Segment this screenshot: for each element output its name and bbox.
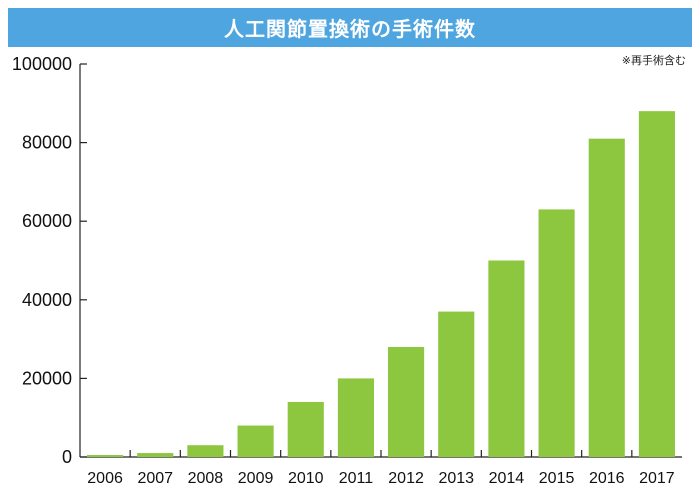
y-tick-label: 0 bbox=[62, 447, 72, 467]
x-tick-label: 2017 bbox=[639, 470, 675, 487]
x-tick-label: 2006 bbox=[87, 470, 123, 487]
x-tick-label: 2010 bbox=[288, 470, 324, 487]
bar-2009 bbox=[237, 425, 274, 457]
bar-2017 bbox=[638, 111, 675, 457]
x-tick-label: 2014 bbox=[489, 470, 525, 487]
bar-2016 bbox=[588, 138, 625, 458]
x-tick-label: 2008 bbox=[188, 470, 224, 487]
bar-2011 bbox=[337, 378, 374, 457]
bar-2006 bbox=[87, 455, 124, 457]
x-tick-label: 2015 bbox=[539, 470, 575, 487]
x-tick-label: 2016 bbox=[589, 470, 625, 487]
chart-title: 人工関節置換術の手術件数 bbox=[224, 17, 476, 41]
bar-2012 bbox=[388, 346, 425, 457]
bar-2007 bbox=[137, 453, 174, 457]
y-tick-label: 100000 bbox=[12, 54, 72, 74]
x-tick-label: 2012 bbox=[388, 470, 424, 487]
y-tick-label: 20000 bbox=[22, 368, 72, 388]
x-tick-label: 2009 bbox=[238, 470, 274, 487]
y-tick-label: 60000 bbox=[22, 211, 72, 231]
bar-2014 bbox=[488, 260, 525, 457]
x-tick-label: 2013 bbox=[438, 470, 474, 487]
y-tick-label: 40000 bbox=[22, 290, 72, 310]
bar-2008 bbox=[187, 445, 224, 457]
x-tick-label: 2007 bbox=[137, 470, 173, 487]
chart-title-bar: 人工関節置換術の手術件数 bbox=[8, 8, 692, 47]
bar-2013 bbox=[438, 311, 475, 457]
x-tick-label: 2011 bbox=[339, 470, 374, 487]
bar-2010 bbox=[287, 401, 324, 457]
chart-note: ※再手術含む bbox=[621, 54, 686, 67]
y-tick-label: 80000 bbox=[22, 133, 72, 153]
bar-2015 bbox=[538, 209, 575, 457]
